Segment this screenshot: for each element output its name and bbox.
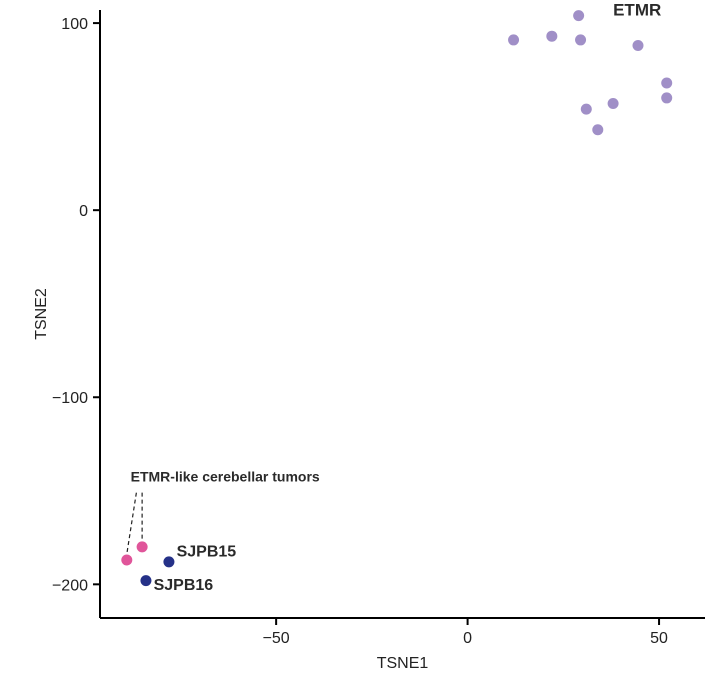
scatter-point-sjpb — [163, 556, 175, 568]
y-tick-label: 0 — [79, 203, 88, 220]
scatter-point-etmr — [661, 77, 673, 89]
x-axis-title: TSNE1 — [377, 655, 429, 672]
annotation-leader-lines — [126, 492, 143, 555]
y-tick-label: −100 — [52, 390, 88, 407]
scatter-point-etmr — [546, 30, 558, 42]
annotation-label: ETMR — [613, 1, 661, 20]
marks-layer — [121, 10, 673, 587]
scatter-point-sjpb — [140, 575, 152, 587]
scatter-point-etmr — [592, 124, 604, 136]
annotation-label: SJPB15 — [177, 543, 237, 560]
annotation-label: SJPB16 — [154, 577, 214, 594]
scatter-point-etmr — [580, 103, 592, 115]
scatter-point-etmr-like — [121, 554, 133, 566]
annotation-label: ETMR-like cerebellar tumors — [131, 468, 320, 484]
y-axis-ticks: 100 0 −100 −200 — [52, 16, 100, 594]
y-tick-label: −200 — [52, 577, 88, 594]
scatter-point-etmr — [607, 98, 619, 110]
scatter-point-etmr — [575, 34, 587, 46]
x-tick-label: −50 — [263, 630, 290, 647]
annotations-layer: ETMR ETMR-like cerebellar tumors SJPB15 SJP… — [131, 1, 662, 594]
x-tick-label: 50 — [650, 630, 668, 647]
scatter-point-etmr — [661, 92, 673, 104]
x-tick-label: 0 — [463, 630, 472, 647]
scatter-point-etmr — [632, 40, 644, 52]
x-axis-ticks: −50 0 50 — [263, 618, 668, 647]
y-tick-label: 100 — [61, 16, 88, 33]
scatter-point-etmr — [573, 10, 585, 22]
y-axis-title: TSNE2 — [33, 288, 50, 340]
scatter-point-etmr-like — [136, 541, 148, 553]
annotation-leader-line — [126, 492, 137, 555]
scatter-point-etmr — [508, 34, 520, 46]
